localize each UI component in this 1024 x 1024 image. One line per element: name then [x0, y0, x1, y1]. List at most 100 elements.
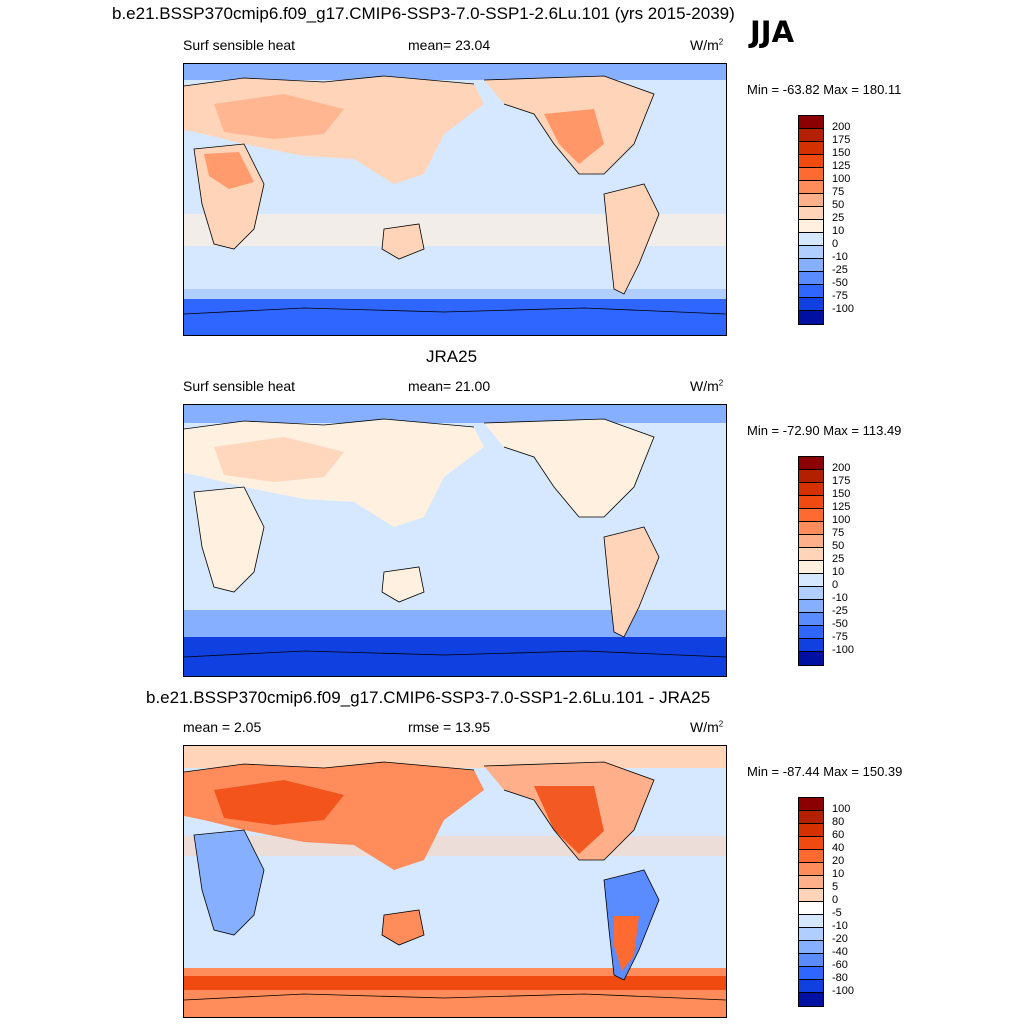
colorbar-tick-label: 100: [832, 173, 851, 185]
colorbar-tick-label: -60: [832, 959, 848, 971]
colorbar-tick-label: -80: [832, 972, 848, 984]
colorbar-tick-label: -75: [832, 290, 848, 302]
panel3-colorbar: [798, 797, 824, 1007]
panel2-colorbar-box: [799, 470, 823, 483]
panel2-colorbar-box: [799, 626, 823, 639]
colorbar-tick-label: 40: [832, 842, 845, 854]
panel1-colorbar-box: [799, 116, 823, 129]
panel2-colorbar-box: [799, 457, 823, 470]
panel1-minmax: Min = -63.82 Max = 180.11: [747, 82, 902, 97]
panel1-colorbar-box: [799, 272, 823, 285]
panel2-colorbar-box: [799, 561, 823, 574]
panel3-colorbar-box: [799, 980, 823, 993]
colorbar-tick-label: -10: [832, 592, 848, 604]
panel2-colorbar-box: [799, 548, 823, 561]
colorbar-tick-label: 200: [832, 121, 851, 133]
panel1-mean-label: mean= 23.04: [408, 37, 491, 53]
panel1-colorbar-box: [799, 220, 823, 233]
colorbar-tick-label: 150: [832, 488, 851, 500]
panel3-colorbar-box: [799, 889, 823, 902]
panel3-colorbar-box: [799, 863, 823, 876]
panel3-title: b.e21.BSSP370cmip6.f09_g17.CMIP6-SSP3-7.…: [146, 688, 711, 707]
colorbar-tick-label: 10: [832, 868, 845, 880]
panel3-rmse-label: rmse = 13.95: [408, 719, 491, 735]
colorbar-tick-label: -10: [832, 251, 848, 263]
panel3-colorbar-box: [799, 954, 823, 967]
colorbar-tick-label: 25: [832, 212, 845, 224]
colorbar-tick-label: -5: [832, 907, 842, 919]
panel2-colorbar-box: [799, 535, 823, 548]
colorbar-tick-label: 175: [832, 475, 851, 487]
colorbar-tick-label: -50: [832, 618, 848, 630]
colorbar-tick-label: -100: [832, 644, 855, 656]
panel2-mean-label: mean= 21.00: [408, 378, 491, 394]
panel2-colorbar-box: [799, 652, 823, 665]
panel2-colorbar-box: [799, 639, 823, 652]
colorbar-tick-label: 0: [832, 579, 839, 591]
colorbar-tick-label: 125: [832, 501, 851, 513]
colorbar-tick-label: 75: [832, 527, 845, 539]
panel1-colorbar: [798, 115, 824, 325]
colorbar-tick-label: -40: [832, 946, 848, 958]
panel1-colorbar-box: [799, 207, 823, 220]
panel1-units-label: W/m2: [690, 37, 724, 53]
panel1-colorbar-box: [799, 194, 823, 207]
panel2-minmax: Min = -72.90 Max = 113.49: [747, 423, 902, 438]
colorbar-tick-label: 100: [832, 514, 851, 526]
panel1-colorbar-box: [799, 311, 823, 324]
panel2-title: JRA25: [426, 347, 478, 366]
panel1-colorbar-box: [799, 181, 823, 194]
colorbar-tick-label: -10: [832, 920, 848, 932]
panel3-colorbar-box: [799, 928, 823, 941]
panel2-colorbar-box: [799, 496, 823, 509]
panel1-colorbar-box: [799, 246, 823, 259]
colorbar-tick-label: 150: [832, 147, 851, 159]
panel3-colorbar-box: [799, 941, 823, 954]
panel2-colorbar-box: [799, 600, 823, 613]
colorbar-tick-label: 10: [832, 566, 845, 578]
panel3-colorbar-box: [799, 850, 823, 863]
colorbar-tick-label: 0: [832, 238, 839, 250]
panel3-units-label: W/m2: [690, 719, 724, 735]
colorbar-tick-label: 200: [832, 462, 851, 474]
panel3-colorbar-box: [799, 837, 823, 850]
colorbar-tick-label: 20: [832, 855, 845, 867]
panel3-colorbar-box: [799, 876, 823, 889]
colorbar-tick-label: 100: [832, 803, 851, 815]
panel3-colorbar-box: [799, 993, 823, 1006]
panel2-colorbar-box: [799, 509, 823, 522]
panel1-colorbar-box: [799, 142, 823, 155]
panel3-minmax: Min = -87.44 Max = 150.39: [747, 764, 903, 779]
panel1-colorbar-box: [799, 168, 823, 181]
colorbar-tick-label: 125: [832, 160, 851, 172]
panel1-colorbar-box: [799, 298, 823, 311]
panel3-colorbar-box: [799, 824, 823, 837]
colorbar-tick-label: -100: [832, 985, 855, 997]
panel2-variable-label: Surf sensible heat: [183, 378, 296, 394]
colorbar-tick-label: 50: [832, 540, 845, 552]
panel3-mean-label: mean = 2.05: [183, 719, 262, 735]
panel1-colorbar-box: [799, 285, 823, 298]
panel2-colorbar-box: [799, 613, 823, 626]
colorbar-tick-label: 175: [832, 134, 851, 146]
panel1-model-map: [183, 63, 727, 336]
panel2-colorbar-box: [799, 587, 823, 600]
panel3-difference-map: [183, 745, 727, 1018]
panel3-colorbar-box: [799, 902, 823, 915]
panel1-colorbar-box: [799, 233, 823, 246]
colorbar-tick-label: 60: [832, 829, 845, 841]
colorbar-tick-label: -100: [832, 303, 855, 315]
colorbar-tick-label: -20: [832, 933, 848, 945]
panel1-colorbar-box: [799, 155, 823, 168]
colorbar-tick-label: 10: [832, 225, 845, 237]
panel1-variable-label: Surf sensible heat: [183, 37, 296, 53]
panel2-units-label: W/m2: [690, 378, 724, 394]
panel2-colorbar: [798, 456, 824, 666]
colorbar-tick-label: -75: [832, 631, 848, 643]
colorbar-tick-label: 5: [832, 881, 839, 893]
colorbar-tick-label: 50: [832, 199, 845, 211]
season-label: JJA: [750, 15, 795, 49]
colorbar-tick-label: -25: [832, 264, 848, 276]
panel3-colorbar-box: [799, 915, 823, 928]
colorbar-tick-label: 0: [832, 894, 839, 906]
